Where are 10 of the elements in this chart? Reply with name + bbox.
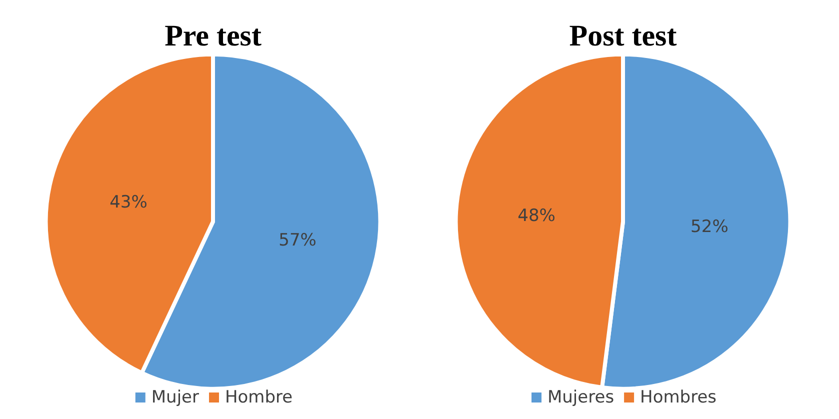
legend-label: Mujeres	[547, 388, 614, 408]
chart-title: Pre test	[164, 20, 262, 52]
data-label: 57%	[278, 230, 316, 250]
chart-title: Post test	[569, 20, 677, 52]
legend-label: Hombre	[225, 388, 293, 408]
legend-label: Hombres	[640, 388, 717, 408]
data-label: 52%	[690, 217, 728, 238]
data-label: 43%	[110, 192, 148, 213]
data-label: 48%	[518, 206, 556, 226]
legend-label: Mujer	[151, 388, 200, 408]
